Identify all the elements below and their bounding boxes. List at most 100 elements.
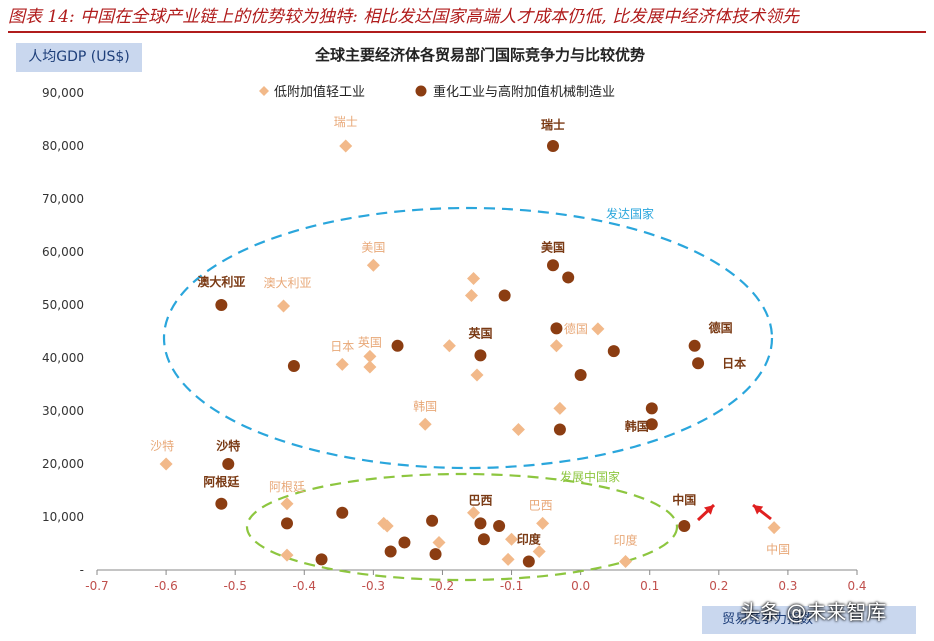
light-industry-point [501, 552, 515, 566]
heavy-industry-point [607, 345, 620, 358]
y-tick-label: 60,000 [42, 245, 84, 259]
heavy-industry-point [574, 368, 587, 381]
heavy-industry-label: 美国 [541, 239, 565, 254]
x-tick-label: -0.5 [223, 579, 246, 593]
heavy-industry-point [550, 322, 563, 335]
light-industry-point [280, 497, 294, 511]
heavy-industry-point [426, 514, 439, 527]
heavy-industry-label: 瑞士 [541, 117, 565, 132]
light-industry-point [532, 544, 546, 558]
light-industry-label: 巴西 [529, 498, 553, 512]
x-tick-label: -0.4 [293, 579, 316, 593]
light-industry-label: 中国 [766, 542, 790, 557]
heavy-industry-point [522, 555, 535, 568]
heavy-industry-label: 英国 [468, 325, 492, 340]
heavy-industry-label: 德国 [709, 320, 733, 335]
heavy-industry-point [547, 259, 559, 272]
x-tick-label: -0.6 [154, 579, 177, 593]
y-tick-label: - [80, 563, 84, 577]
heavy-industry-point [474, 517, 487, 530]
light-industry-label: 德国 [564, 321, 588, 336]
heavy-industry-point [474, 349, 487, 362]
x-tick-label: 0.1 [640, 579, 659, 593]
heavy-industry-label: 阿根廷 [203, 474, 240, 489]
x-tick-label: 0.2 [709, 579, 728, 593]
heavy-industry-point [692, 357, 705, 370]
light-industry-point [363, 349, 377, 363]
legend-label-heavy-industry: 重化工业与高附加值机械制造业 [433, 84, 615, 100]
heavy-industry-point [688, 339, 701, 352]
light-industry-point [505, 532, 519, 546]
y-axis-label: 人均GDP (US$) [16, 43, 142, 72]
light-industry-point [442, 339, 456, 353]
heavy-industry-point [222, 458, 235, 470]
heavy-industry-point [281, 517, 293, 530]
light-industry-point [464, 288, 478, 302]
light-industry-point [380, 519, 394, 533]
light-industry-point [432, 535, 446, 549]
light-industry-point [335, 357, 349, 371]
light-industry-point [553, 401, 567, 415]
heavy-industry-point [645, 402, 658, 415]
light-industry-point [366, 258, 380, 272]
heavy-industry-point [493, 520, 506, 533]
x-tick-label: 0.0 [571, 579, 590, 593]
heavy-industry-label: 中国 [672, 492, 696, 507]
x-tick-label: -0.7 [85, 579, 108, 593]
heavy-industry-point [287, 359, 300, 372]
heavy-industry-point [477, 533, 490, 546]
heavy-industry-label: 韩国 [625, 418, 649, 433]
heavy-industry-point [336, 506, 349, 519]
heavy-industry-point [215, 497, 228, 510]
x-axis-label: 贸易竞争力指数 [702, 606, 916, 634]
legend-marker-heavy-industry [415, 85, 427, 97]
light-industry-point [339, 139, 353, 153]
heavy-industry-point [562, 271, 575, 284]
light-industry-point [467, 506, 481, 520]
light-industry-point [536, 516, 550, 530]
heavy-industry-label: 印度 [517, 532, 542, 547]
legend-marker-light-industry [259, 86, 269, 96]
heavy-industry-point [391, 339, 404, 352]
heavy-industry-label: 日本 [722, 355, 746, 370]
heavy-industry-label: 沙特 [216, 438, 240, 453]
heavy-industry-point [429, 548, 442, 561]
light-industry-label: 英国 [358, 335, 382, 349]
y-tick-label: 10,000 [42, 510, 84, 524]
heavy-industry-label: 巴西 [468, 493, 492, 507]
heavy-industry-point [678, 520, 691, 533]
light-industry-label: 韩国 [413, 398, 437, 413]
y-tick-label: 80,000 [42, 139, 84, 153]
y-tick-label: 50,000 [42, 298, 84, 312]
y-tick-label: 30,000 [42, 404, 84, 418]
light-industry-point [277, 299, 291, 313]
light-industry-label: 瑞士 [334, 115, 358, 129]
heavy-industry-label: 澳大利亚 [197, 274, 245, 289]
china-heavy-arrow-head [704, 505, 714, 515]
heavy-industry-point [384, 545, 397, 558]
heavy-industry-point [645, 418, 658, 431]
heavy-industry-point [398, 536, 411, 549]
light-industry-label: 日本 [330, 339, 354, 353]
x-tick-label: 0.3 [778, 579, 797, 593]
chart-title: 全球主要经济体各贸易部门国际竞争力与比较优势 [314, 46, 645, 64]
y-tick-label: 20,000 [42, 457, 84, 471]
light-industry-label: 印度 [614, 533, 638, 548]
x-tick-label: -0.1 [500, 579, 523, 593]
light-industry-label: 沙特 [150, 438, 174, 453]
developed-countries-label: 发达国家 [606, 206, 654, 221]
x-tick-label: 0.4 [847, 579, 866, 593]
light-industry-label: 阿根廷 [269, 480, 305, 494]
watermark: 头条 @未来智库 [740, 600, 887, 624]
light-industry-point [159, 457, 173, 471]
x-tick-label: -0.3 [362, 579, 385, 593]
light-industry-label: 美国 [361, 240, 385, 254]
light-industry-point [280, 548, 294, 562]
light-industry-point [767, 521, 781, 535]
light-industry-point [591, 322, 605, 336]
light-industry-point [549, 339, 563, 353]
y-tick-label: 90,000 [42, 86, 84, 100]
heavy-industry-point [547, 140, 559, 152]
